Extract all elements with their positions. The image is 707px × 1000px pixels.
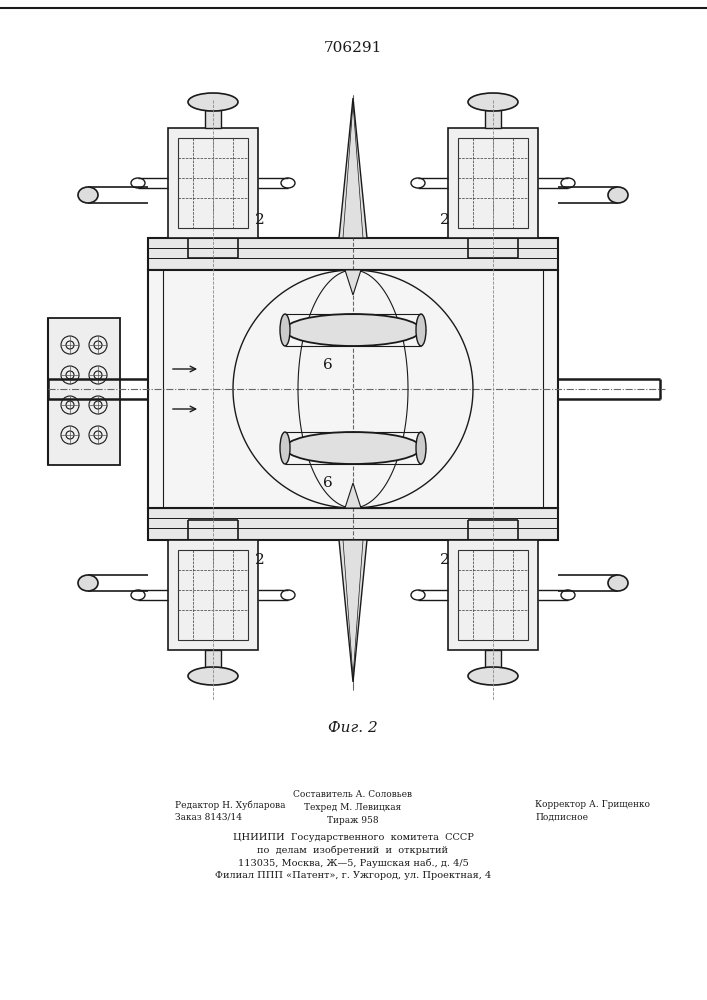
Text: 2: 2 [255,553,265,567]
Bar [178,138,248,228]
Text: 2: 2 [440,553,450,567]
Ellipse shape [280,432,290,464]
Text: Тираж 958: Тираж 958 [327,816,379,825]
Text: Фиг. 2: Фиг. 2 [328,721,378,735]
Text: Составитель А. Соловьев: Составитель А. Соловьев [293,790,412,799]
Text: 113035, Москва, Ж—5, Раушская наб., д. 4/5: 113035, Москва, Ж—5, Раушская наб., д. 4… [238,858,468,868]
Polygon shape [339,98,367,238]
Bar [168,540,258,650]
Bar [148,238,558,270]
Ellipse shape [468,93,518,111]
Text: Редактор Н. Хубларова: Редактор Н. Хубларова [175,800,286,810]
Text: Подписное: Подписное [535,813,588,822]
Text: 6: 6 [323,358,333,372]
Text: 706291: 706291 [324,41,382,55]
Text: 2: 2 [255,213,265,227]
Ellipse shape [416,314,426,346]
Bar [448,128,538,238]
Ellipse shape [416,432,426,464]
Text: по  делам  изобретений  и  открытий: по делам изобретений и открытий [257,846,448,855]
Polygon shape [345,483,361,508]
Text: Заказ 8143/14: Заказ 8143/14 [175,813,242,822]
Polygon shape [339,540,367,682]
Ellipse shape [78,575,98,591]
Text: 2: 2 [440,213,450,227]
Ellipse shape [188,667,238,685]
Bar [448,540,538,650]
Ellipse shape [78,187,98,203]
Bar [148,270,558,508]
Bar [458,550,528,640]
Text: ЦНИИПИ  Государственного  комитета  СССР: ЦНИИПИ Государственного комитета СССР [233,832,474,842]
Ellipse shape [285,314,421,346]
Bar [178,550,248,640]
Ellipse shape [285,432,421,464]
Bar [205,110,221,128]
Bar [148,508,558,540]
Text: 6: 6 [323,476,333,490]
Text: Корректор А. Грищенко: Корректор А. Грищенко [535,800,650,809]
Ellipse shape [468,667,518,685]
Ellipse shape [608,187,628,203]
Polygon shape [345,270,361,295]
Text: Техред М. Левицкая: Техред М. Левицкая [305,803,402,812]
Ellipse shape [608,575,628,591]
Bar [458,138,528,228]
Bar [485,110,501,128]
Bar [485,650,501,668]
Bar [168,128,258,238]
Text: Филиал ППП «Патент», г. Ужгород, ул. Проектная, 4: Филиал ППП «Патент», г. Ужгород, ул. Про… [215,871,491,880]
Bar [48,318,120,465]
Bar [205,650,221,668]
Ellipse shape [188,93,238,111]
Ellipse shape [280,314,290,346]
